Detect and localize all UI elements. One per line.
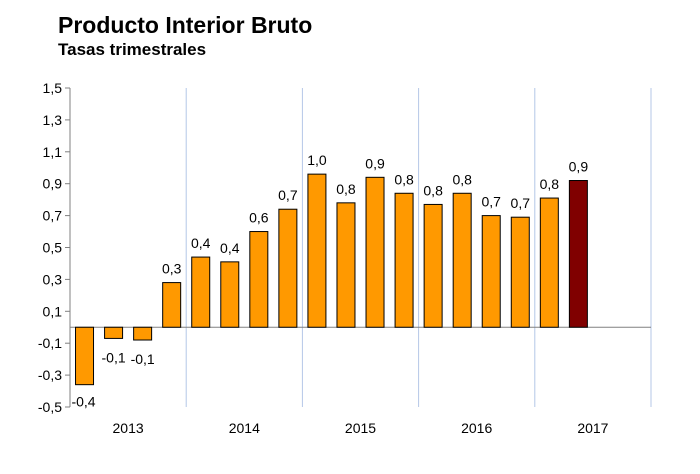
bar [365,176,385,328]
data-label: 0,4 [191,235,211,251]
bar [162,282,182,328]
data-label: -0,1 [131,351,155,367]
bar [249,231,269,328]
y-tick-label: -0,1 [38,335,62,351]
bar [191,256,211,328]
y-tick-label: 0,9 [43,176,63,192]
data-label: 0,6 [249,210,269,226]
data-label: 0,7 [511,195,531,211]
data-label: 0,9 [365,155,385,171]
bar [336,202,356,328]
data-label: 0,7 [278,187,298,203]
bar [220,261,240,328]
bar [75,326,95,386]
data-label: 0,8 [423,182,443,198]
data-label: 0,8 [394,171,414,187]
bar [568,180,588,328]
data-label: 0,9 [569,159,589,175]
bar [510,216,530,328]
data-label: -0,4 [71,394,95,410]
y-tick-label: 0,7 [43,208,63,224]
bar [481,215,501,328]
x-tick-label: 2016 [461,420,492,436]
bar [104,326,124,339]
y-tick-label: 0,5 [43,240,63,256]
y-tick-label: 1,5 [43,80,63,96]
y-tick-label: 1,1 [43,144,63,160]
bar [307,173,327,328]
bar [278,208,298,328]
data-label: -0,1 [102,349,126,365]
y-tick-label: 0,3 [43,271,63,287]
data-label: 0,7 [481,194,501,210]
y-tick-label: 1,3 [43,112,63,128]
data-label: 1,0 [307,152,327,168]
data-label: 0,4 [220,240,240,256]
y-tick-label: -0,3 [38,367,62,383]
bar [394,192,414,328]
x-tick-label: 2017 [577,420,608,436]
y-tick-label: 0,1 [43,303,63,319]
bar [539,197,559,328]
data-label: 0,8 [540,176,560,192]
chart-title: Producto Interior Bruto [58,12,313,38]
y-tick-label: -0,5 [38,399,62,415]
data-label: 0,8 [452,171,472,187]
data-label: 0,8 [336,181,356,197]
x-tick-label: 2013 [113,420,144,436]
bar [423,203,443,328]
x-tick-label: 2014 [229,420,260,436]
bar [452,192,472,328]
data-label: 0,3 [162,261,182,277]
bar [133,326,153,341]
x-tick-label: 2015 [345,420,376,436]
chart-subtitle: Tasas trimestrales [58,40,207,59]
